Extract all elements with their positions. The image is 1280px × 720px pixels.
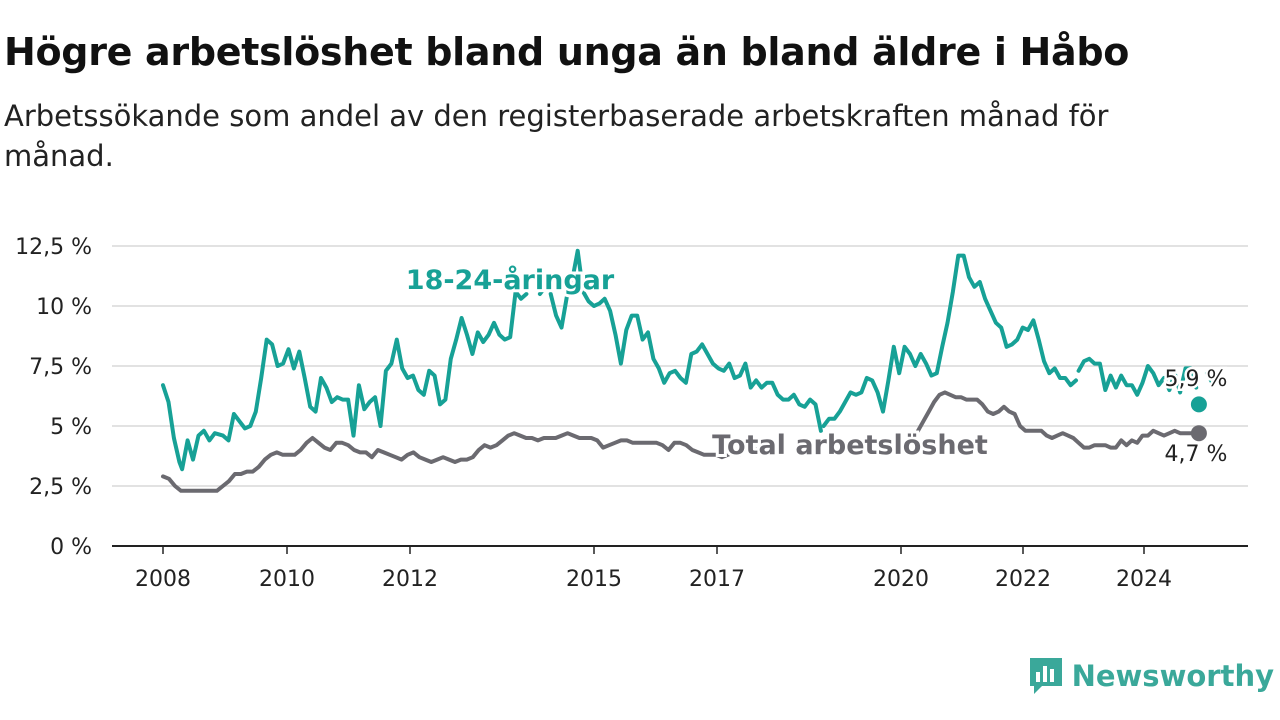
- brand-name: Newsworthy: [1071, 659, 1274, 693]
- x-tick-label: 2012: [382, 567, 438, 592]
- series-line-youth: [1205, 371, 1215, 385]
- end-value-total: 4,7 %: [1165, 442, 1228, 467]
- y-tick-label: 10 %: [36, 295, 92, 320]
- y-tick-label: 7,5 %: [29, 355, 92, 380]
- end-point-youth: [1190, 396, 1207, 413]
- end-value-youth: 5,9 %: [1165, 367, 1228, 392]
- series-line-youth: [161, 289, 529, 472]
- series-line-youth: [548, 248, 823, 433]
- chart-title: Högre arbetslöshet bland unga än bland ä…: [4, 30, 1130, 74]
- y-tick-label: 0 %: [50, 535, 92, 560]
- end-point-total: [1190, 425, 1207, 442]
- gridlines: [112, 245, 1248, 547]
- brand-logo: Newsworthy: [1028, 656, 1274, 696]
- y-tick-label: 2,5 %: [29, 475, 92, 500]
- series-label-youth: 18-24-åringar: [406, 264, 615, 296]
- x-axis-ticks: 2008 2010 2012 2015 2017 2020 2022 2024: [135, 546, 1172, 592]
- x-tick-label: 2015: [566, 567, 622, 592]
- series-line-youth: [821, 253, 1078, 428]
- x-tick-label: 2017: [689, 567, 745, 592]
- series-label-total: Total arbetslöshet: [712, 430, 988, 461]
- series-line-youth: [1076, 356, 1199, 397]
- x-tick-label: 2020: [873, 567, 929, 592]
- x-tick-label: 2008: [135, 567, 191, 592]
- x-tick-label: 2022: [995, 567, 1051, 592]
- series-lines: [161, 248, 1215, 493]
- series-end-points: [1190, 396, 1207, 442]
- y-axis-ticks: 0 % 2,5 % 5 % 7,5 % 10 % 12,5 %: [15, 235, 92, 560]
- newsworthy-logo-icon: [1029, 658, 1062, 694]
- series-line-total: [161, 431, 778, 493]
- x-tick-label: 2024: [1116, 567, 1172, 592]
- chart-subtitle: Arbetssökande som andel av den registerb…: [4, 99, 1109, 173]
- series-line-total-recent: [916, 390, 1199, 450]
- series-line-youth: [537, 284, 548, 296]
- y-tick-label: 12,5 %: [15, 235, 92, 260]
- y-tick-label: 5 %: [50, 415, 92, 440]
- x-tick-label: 2010: [259, 567, 315, 592]
